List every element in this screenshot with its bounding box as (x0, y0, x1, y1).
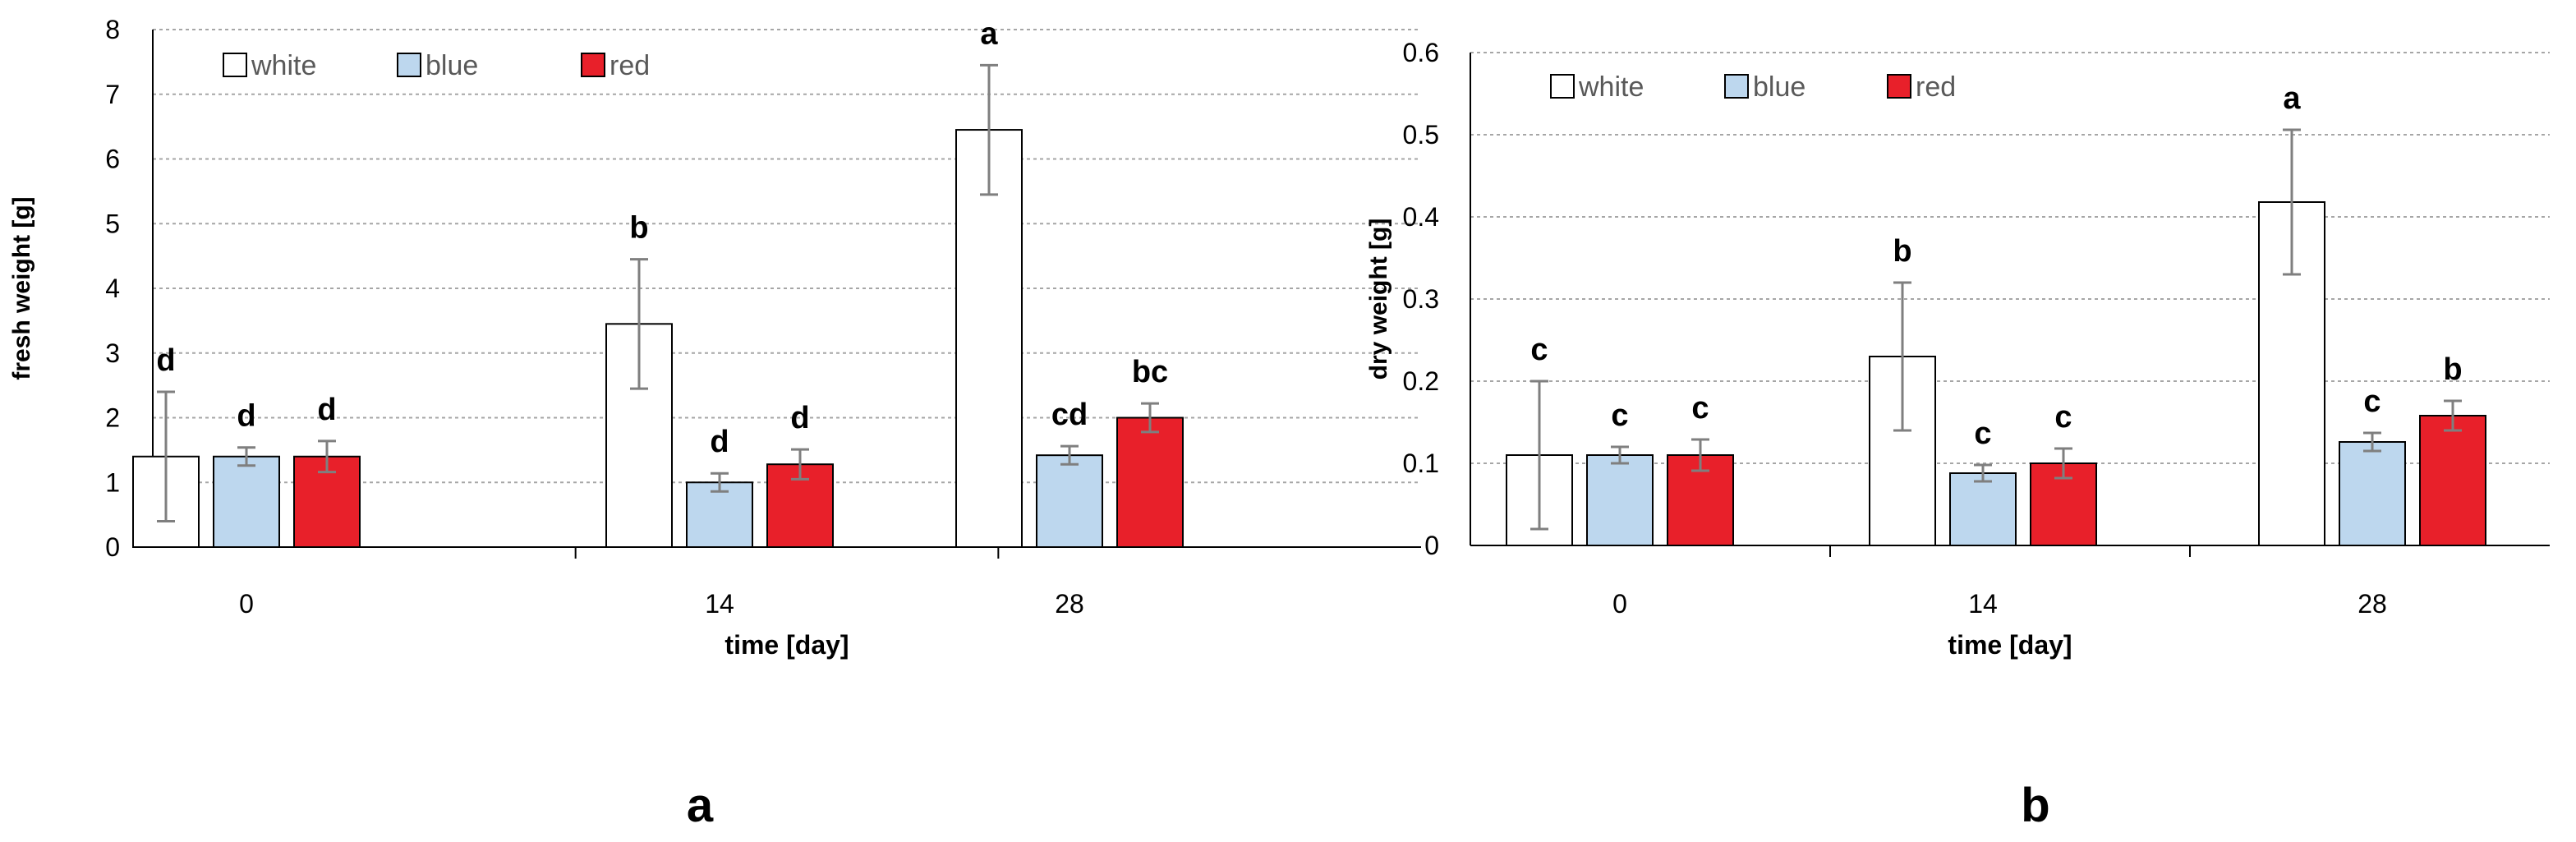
y-tick-label: 1 (105, 467, 120, 497)
legend-swatch-white (223, 53, 247, 77)
significance-letter: a (2283, 81, 2301, 116)
significance-letter: d (237, 399, 255, 434)
legend-label-red: red (610, 50, 650, 81)
error-bar (791, 448, 809, 481)
significance-letter: c (1974, 416, 1991, 451)
bar-blue (213, 455, 280, 548)
significance-letter: a (980, 16, 998, 51)
y-tick-label: 0.4 (1403, 202, 1439, 232)
bar-red (2419, 415, 2486, 546)
significance-letter: cd (1051, 398, 1088, 432)
error-bar (2054, 447, 2072, 480)
significance-letter: c (1611, 398, 1628, 433)
legend: white blue red (1550, 71, 1956, 103)
y-axis-label: dry weight [g] (1365, 219, 1392, 380)
significance-letter: d (790, 401, 809, 435)
bar-red (1116, 416, 1184, 548)
error-bar (1141, 402, 1159, 434)
y-tick-label: 5 (105, 209, 120, 238)
x-tick-label: 0 (239, 589, 254, 619)
y-tick-label: 0 (105, 532, 120, 562)
error-bar (157, 390, 175, 522)
y-tick-label: 4 (105, 274, 120, 303)
y-tick-label: 3 (105, 338, 120, 368)
error-bar (1530, 380, 1548, 531)
x-tick-label: 14 (705, 589, 734, 619)
legend-swatch-blue (1724, 74, 1749, 99)
bar-blue (2339, 441, 2406, 546)
error-bar (1974, 463, 1992, 483)
significance-letter: d (317, 393, 336, 427)
x-tick-label: 28 (1055, 589, 1084, 619)
significance-letter: d (156, 343, 175, 378)
panel-label: b (2021, 779, 2049, 832)
bar-white (955, 129, 1023, 548)
bar-red (766, 463, 834, 549)
x-axis-label: time [day] (1948, 630, 2072, 660)
y-tick-label: 8 (105, 15, 120, 44)
panel-label: a (687, 779, 714, 832)
error-bar (1611, 445, 1629, 465)
significance-letter: b (2443, 352, 2462, 387)
bar-blue (686, 481, 753, 548)
error-bar (980, 63, 998, 196)
y-tick-label: 0.3 (1403, 284, 1439, 314)
error-bar (2363, 431, 2381, 453)
significance-letter: b (629, 211, 648, 246)
significance-letter: c (2363, 384, 2380, 419)
significance-letter: c (1530, 333, 1548, 367)
error-bar (711, 472, 729, 493)
legend-swatch-white (1550, 74, 1575, 99)
error-bar (1060, 444, 1079, 466)
error-bar (318, 439, 336, 474)
significance-letter: b (1893, 234, 1911, 269)
error-bar (2283, 128, 2301, 276)
legend: white blue red (223, 50, 650, 81)
error-bar (2444, 399, 2462, 432)
error-bar (237, 446, 255, 467)
panel-b-chart: 0 0.1 0.2 0.3 0.4 0.5 0.6 0 14 28 c b a c c c c c b white bl… (1365, 38, 2550, 832)
y-tick-label: 6 (105, 145, 120, 174)
y-tick-label: 7 (105, 80, 120, 109)
significance-letter: d (710, 425, 729, 459)
legend-label-white: white (251, 50, 316, 81)
bar-blue (1036, 454, 1103, 548)
error-bar (1893, 281, 1911, 432)
x-tick-label: 28 (2358, 589, 2387, 619)
legend-label-blue: blue (1753, 71, 1806, 103)
significance-letter: c (1691, 391, 1709, 426)
y-tick-label: 0 (1424, 531, 1439, 560)
legend-swatch-red (581, 53, 605, 77)
legend-swatch-blue (397, 53, 421, 77)
y-tick-label: 2 (105, 403, 120, 433)
y-tick-label: 0.1 (1403, 449, 1439, 478)
x-tick-label: 0 (1612, 589, 1627, 619)
legend-label-red: red (1916, 71, 1956, 103)
legend-label-white: white (1578, 71, 1644, 103)
significance-letter: bc (1132, 355, 1168, 389)
x-axis-label: time [day] (724, 630, 849, 660)
error-bar (630, 258, 648, 390)
x-tick-label: 14 (1968, 589, 1998, 619)
bar-blue (1949, 472, 2017, 546)
y-tick-label: 0.5 (1403, 120, 1439, 150)
y-tick-label: 0.6 (1403, 38, 1439, 67)
bar-blue (1586, 454, 1654, 546)
significance-letter: c (2054, 400, 2072, 435)
y-axis-label: fresh weight [g] (8, 196, 35, 380)
legend-label-blue: blue (426, 50, 478, 81)
y-tick-label: 0.2 (1403, 366, 1439, 396)
legend-swatch-red (1887, 74, 1911, 99)
error-bar (1691, 438, 1709, 472)
panel-a-chart: 0 1 2 3 4 5 6 7 8 0 14 28 d b a d d cd d d bc white blue red tim… (8, 15, 1421, 832)
